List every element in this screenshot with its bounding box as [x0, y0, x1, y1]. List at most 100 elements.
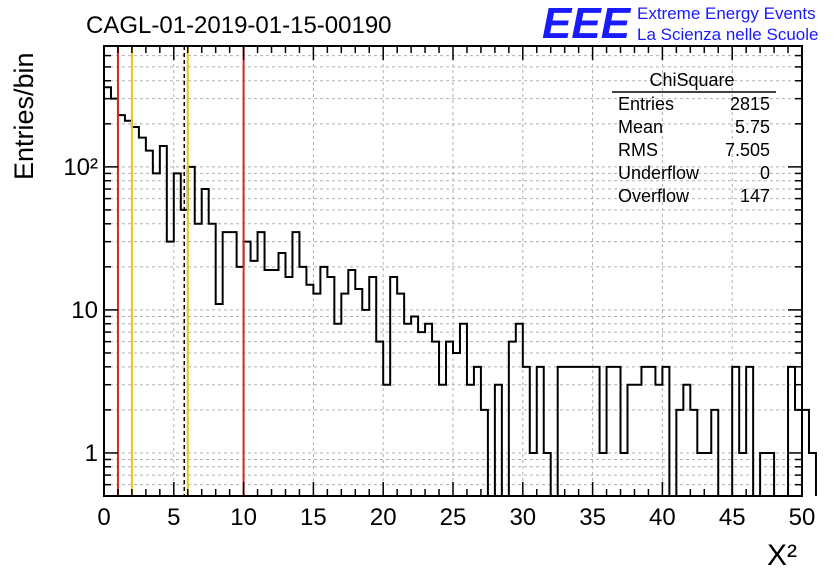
- histogram-bin: [600, 453, 607, 496]
- x-tick-label: 25: [440, 504, 467, 531]
- stats-title: ChiSquare: [649, 70, 734, 90]
- histogram-bin: [111, 99, 118, 496]
- histogram-bin: [572, 367, 579, 496]
- histogram-bin: [139, 138, 146, 496]
- histogram-bin: [306, 285, 313, 496]
- stats-value-overflow: 147: [740, 186, 770, 206]
- histogram-bin: [153, 173, 160, 496]
- histogram-bin: [544, 453, 551, 496]
- histogram-bin: [516, 324, 523, 496]
- histogram-bin: [523, 367, 530, 496]
- histogram-bin: [767, 453, 774, 496]
- histogram-bin: [607, 367, 614, 496]
- reference-lines: [116, 46, 245, 496]
- histogram-bin: [418, 332, 425, 496]
- eee-logo: EEE Extreme Energy Events La Scienza nel…: [542, 0, 818, 48]
- histogram-bin: [188, 167, 195, 496]
- axes: 0 5 10 15 20 25 30 35 40 45 50 1 10 10²: [63, 45, 816, 531]
- x-tick-label: 40: [649, 504, 676, 531]
- histogram-bin: [265, 270, 272, 496]
- histogram-bin: [704, 453, 711, 496]
- histogram-bin: [802, 410, 809, 496]
- histogram-bin: [662, 367, 669, 496]
- histogram-bin: [746, 367, 753, 496]
- logo-line-2: La Scienza nelle Scuole: [637, 25, 818, 44]
- histogram-bin: [425, 324, 432, 496]
- histogram-bin: [558, 367, 565, 496]
- histogram-bin: [648, 367, 655, 496]
- histogram-bin: [474, 367, 481, 496]
- x-tick-label: 10: [230, 504, 257, 531]
- histogram-bin: [258, 232, 265, 496]
- histogram-bin: [788, 367, 795, 496]
- histogram-outline: [103, 86, 817, 498]
- histogram-bin: [292, 232, 299, 496]
- x-tick-label: 5: [167, 504, 180, 531]
- histogram-bin: [279, 253, 286, 496]
- histogram-bin: [453, 353, 460, 496]
- y-tick-label: 10²: [63, 154, 98, 181]
- histogram-bin: [495, 385, 502, 496]
- histogram-bin: [272, 270, 279, 496]
- histogram-bin: [760, 453, 767, 496]
- histogram-bin: [404, 324, 411, 496]
- logo-line-1: Extreme Energy Events: [637, 4, 816, 23]
- histogram-bin: [628, 385, 635, 496]
- histogram-bin: [509, 342, 516, 496]
- histogram-bin: [683, 385, 690, 496]
- histogram-bin: [202, 189, 209, 496]
- histogram-bin: [460, 324, 467, 496]
- histogram-bin: [369, 277, 376, 496]
- histogram-bin: [320, 267, 327, 496]
- histogram-bin: [362, 310, 369, 496]
- histogram-bin: [411, 316, 418, 496]
- histogram-bin: [244, 242, 251, 496]
- histogram-bin: [621, 453, 628, 496]
- histogram-bin: [216, 304, 223, 496]
- histogram-bin: [634, 385, 641, 496]
- histogram-bin: [167, 242, 174, 496]
- histogram-bin: [439, 385, 446, 496]
- y-tick-label: 1: [85, 440, 98, 467]
- stats-label-mean: Mean: [618, 117, 663, 137]
- stats-box: ChiSquare Entries 2815 Mean 5.75 RMS 7.5…: [612, 70, 776, 206]
- histogram-bin: [376, 342, 383, 496]
- histogram-bin: [711, 410, 718, 496]
- histogram-bin: [104, 87, 111, 496]
- histogram-bin: [251, 261, 258, 496]
- histogram-bin: [809, 453, 816, 496]
- histogram-bin: [125, 121, 132, 496]
- histogram-bin: [237, 267, 244, 496]
- stats-value-mean: 5.75: [735, 117, 770, 137]
- histogram-bin: [223, 232, 230, 496]
- histogram-bin: [690, 410, 697, 496]
- histogram-bin: [209, 224, 216, 496]
- histogram-bin: [334, 324, 341, 496]
- x-tick-label: 50: [789, 504, 816, 531]
- histogram-bin: [481, 410, 488, 496]
- histogram-bin: [383, 385, 390, 496]
- histogram-bin: [327, 277, 334, 496]
- histogram-bin: [641, 367, 648, 496]
- y-axis-label: Entries/bin: [9, 52, 39, 180]
- x-tick-label: 0: [97, 504, 110, 531]
- histogram-bin: [432, 342, 439, 496]
- logo-mark: EEE: [542, 0, 632, 48]
- histogram-bin: [355, 289, 362, 496]
- stats-value-rms: 7.505: [725, 140, 770, 160]
- histogram-bin: [586, 367, 593, 496]
- x-tick-label: 30: [509, 504, 536, 531]
- x-tick-label: 15: [300, 504, 327, 531]
- histogram-bin: [285, 277, 292, 496]
- stats-label-rms: RMS: [618, 140, 658, 160]
- histogram-bin: [579, 367, 586, 496]
- histogram-bin: [676, 410, 683, 496]
- stats-label-overflow: Overflow: [618, 186, 690, 206]
- stats-value-entries: 2815: [730, 94, 770, 114]
- histogram-bin: [446, 342, 453, 496]
- histogram-bin: [697, 453, 704, 496]
- histogram-bin: [174, 173, 181, 496]
- histogram-bin: [299, 267, 306, 496]
